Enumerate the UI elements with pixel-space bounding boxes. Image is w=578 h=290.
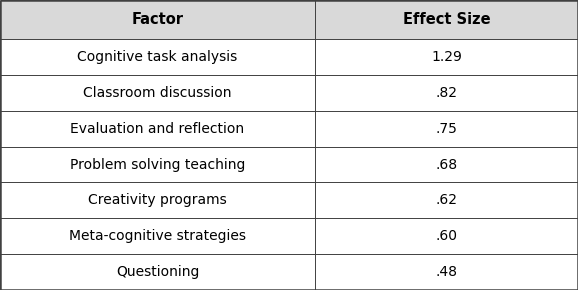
Bar	[0, 147, 578, 182]
Text: Classroom discussion: Classroom discussion	[83, 86, 232, 100]
Bar	[0, 254, 578, 290]
Bar	[0, 111, 578, 147]
Text: .62: .62	[435, 193, 458, 207]
Text: Cognitive task analysis: Cognitive task analysis	[77, 50, 238, 64]
Bar	[0, 182, 578, 218]
Bar	[0, 75, 578, 111]
Text: 1.29: 1.29	[431, 50, 462, 64]
Text: Questioning: Questioning	[116, 265, 199, 279]
Bar	[0, 39, 578, 75]
Text: Problem solving teaching: Problem solving teaching	[70, 157, 245, 172]
Text: Meta-cognitive strategies: Meta-cognitive strategies	[69, 229, 246, 243]
Text: Factor: Factor	[132, 12, 183, 27]
Bar	[0, 218, 578, 254]
Text: .82: .82	[435, 86, 458, 100]
Text: Creativity programs: Creativity programs	[88, 193, 227, 207]
Text: .48: .48	[435, 265, 458, 279]
Text: Effect Size: Effect Size	[403, 12, 490, 27]
Text: .68: .68	[435, 157, 458, 172]
Text: .60: .60	[435, 229, 458, 243]
Bar	[0, 0, 578, 39]
Text: .75: .75	[436, 122, 457, 136]
Text: Evaluation and reflection: Evaluation and reflection	[71, 122, 244, 136]
